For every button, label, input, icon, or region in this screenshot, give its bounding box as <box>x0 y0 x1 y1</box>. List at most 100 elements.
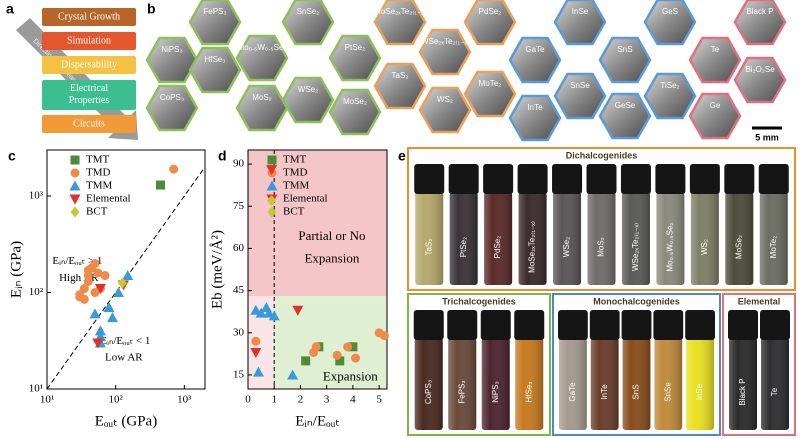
vial-glass <box>654 338 683 430</box>
step-box <box>42 115 136 133</box>
y-tick-label: 15 <box>233 368 245 380</box>
sample-label: Black P <box>746 7 773 16</box>
group-box <box>407 147 796 291</box>
vial-cap <box>689 164 720 194</box>
sample-photo <box>508 94 562 142</box>
vial-label: FePS₃ <box>457 380 466 403</box>
sample-label: Bi₂O₂Se <box>745 65 775 74</box>
y-tick-label: 10¹ <box>29 383 43 395</box>
x-axis-title: Eᵢₙ/Eₒᵤₜ <box>295 413 340 429</box>
legend-label: TMM <box>86 180 113 192</box>
point <box>343 342 353 352</box>
vial-glass <box>587 192 616 285</box>
sample-label: MoSe₂ₓTe₂₍₁₋ₓ₎ <box>374 7 426 16</box>
step-label: Circuits <box>73 118 105 129</box>
point <box>348 342 358 352</box>
sample-photo <box>145 84 199 132</box>
point <box>267 195 277 207</box>
point <box>89 308 101 319</box>
legend-label: Elemental <box>283 193 328 205</box>
sample-label: NiPS₃ <box>161 45 182 54</box>
point <box>107 312 119 323</box>
plot-frame <box>46 149 206 390</box>
annotation: Partial or No <box>298 228 365 243</box>
point <box>83 277 93 287</box>
vial-cap <box>517 164 548 194</box>
vial-glass <box>690 192 719 285</box>
sample-label: SnSe <box>570 81 590 90</box>
point <box>90 258 100 268</box>
legend-marker <box>69 194 81 205</box>
point <box>332 350 342 360</box>
legend-label: TMT <box>283 154 307 166</box>
sample-label: PtSe₂ <box>345 43 365 52</box>
vial-label: PdSe₂ <box>493 236 502 259</box>
point <box>260 301 272 312</box>
vial-glass <box>553 192 582 285</box>
legend-label: TMD <box>283 167 308 179</box>
sample-photo <box>373 62 427 110</box>
vial-glass <box>725 192 754 285</box>
sample-label: HfSe₃ <box>204 55 225 64</box>
vial-cap <box>552 164 583 194</box>
step-box <box>42 32 136 50</box>
vial-cap <box>758 164 789 194</box>
x-tick-label: 1 <box>271 394 277 406</box>
point <box>251 336 261 346</box>
vial-cap <box>558 310 588 340</box>
point <box>93 268 103 278</box>
sample-photo <box>733 56 787 104</box>
vial-label: SnS <box>632 384 641 399</box>
point <box>103 301 115 312</box>
vial-cap <box>653 310 684 340</box>
step-label: Simulation <box>67 35 111 46</box>
annotation: Low AR <box>105 351 143 363</box>
vial-label: InTe <box>600 384 609 400</box>
point <box>156 180 166 190</box>
vial-label: PtSe₂ <box>459 237 468 257</box>
vial-glass <box>414 338 443 430</box>
sample-photo <box>553 72 607 120</box>
x-tick-label: 5 <box>376 394 382 406</box>
vial-cap <box>414 164 445 194</box>
point <box>90 288 100 298</box>
annotation: Expansion <box>304 251 359 266</box>
sample-label: InTe <box>527 103 543 112</box>
legend-marker <box>267 155 277 165</box>
legend-marker <box>266 180 278 191</box>
plot-frame <box>247 149 388 390</box>
sample-photo <box>188 46 242 94</box>
point <box>311 342 321 352</box>
vial-label: MoSe₂ₓTe₂₍₁₋ₓ₎ <box>528 221 537 273</box>
point <box>266 165 278 176</box>
legend-label: TMM <box>283 180 310 192</box>
legend-label: TMT <box>86 154 110 166</box>
point <box>250 347 262 358</box>
point <box>113 287 125 298</box>
point <box>287 369 299 380</box>
point <box>292 305 304 316</box>
vial-cap <box>589 310 620 340</box>
sample-photo <box>643 0 697 46</box>
vial-label: NiPS₃ <box>491 381 500 402</box>
sample-label: TiSe₂ <box>660 81 679 90</box>
sample-label: Te <box>711 45 720 54</box>
vial-label: WS₂ <box>700 239 709 255</box>
vial-glass <box>449 192 478 285</box>
point <box>117 277 127 289</box>
sample-label: PdSe₂ <box>479 7 502 16</box>
legend-label: BCT <box>283 206 305 218</box>
group-box <box>407 293 551 436</box>
vial-cap <box>728 310 758 340</box>
x-tick-label: 3 <box>324 394 330 406</box>
vial-cap <box>480 310 511 340</box>
vial-glass <box>761 338 789 430</box>
y-tick-label: 90 <box>233 158 245 170</box>
vial-label: HfSe₃ <box>524 381 533 402</box>
vial-label: Black P <box>738 378 747 405</box>
vial-glass <box>415 192 444 285</box>
vial-cap <box>514 310 545 340</box>
vial-cap <box>685 310 715 340</box>
vial-cap <box>655 164 686 194</box>
